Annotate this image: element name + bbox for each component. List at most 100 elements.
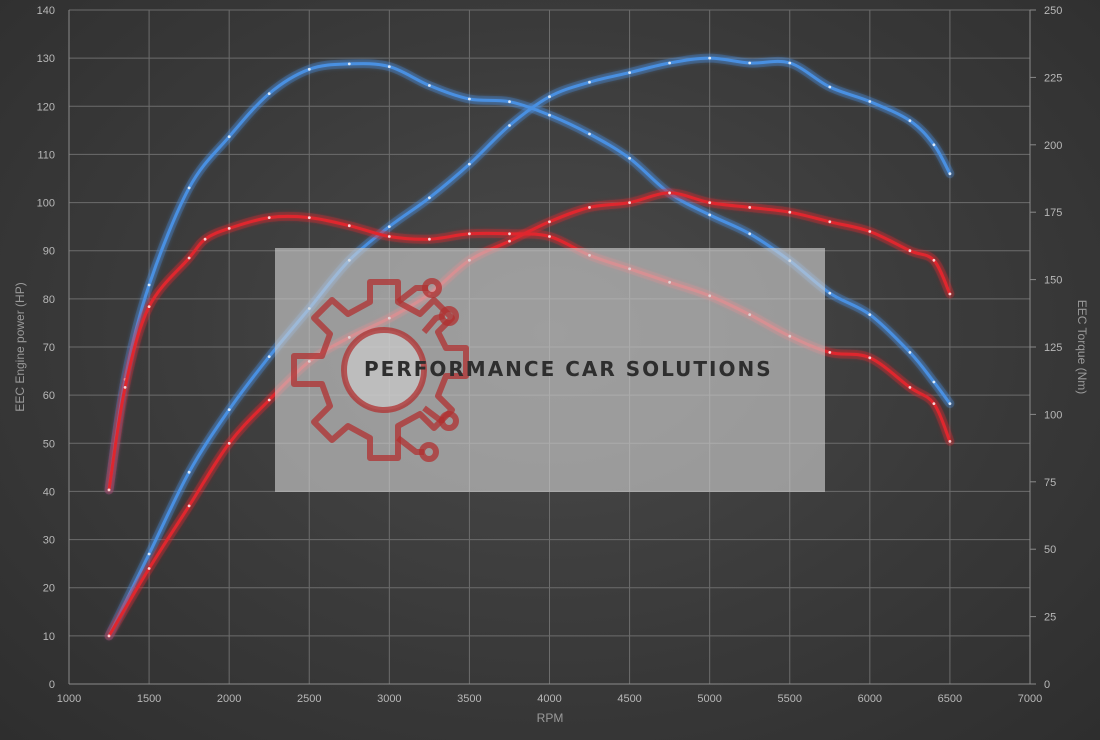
gear-circuit-icon [291, 278, 469, 462]
axis-titles: RPM EEC Engine power (HP) EEC Torque (Nm… [13, 282, 1089, 725]
data-point [932, 402, 936, 405]
x-tick-label: 1000 [57, 693, 81, 705]
data-point [147, 552, 151, 556]
data-point [748, 232, 752, 236]
data-point [203, 237, 207, 241]
y-left-tick-label: 80 [43, 294, 55, 306]
x-tick-label: 7000 [1018, 693, 1042, 705]
data-point [387, 235, 391, 238]
data-point [628, 201, 631, 205]
data-point [748, 61, 752, 65]
data-point [123, 386, 127, 389]
axes [68, 9, 1036, 685]
x-axis-title: RPM [537, 711, 564, 725]
data-point [588, 132, 591, 136]
data-point [948, 292, 952, 296]
y-left-tick-label: 30 [43, 535, 55, 547]
data-point [267, 92, 271, 95]
y-right-tick-label: 0 [1044, 679, 1050, 691]
series-tuned-right [104, 59, 955, 495]
y-left-axis-title: EEC Engine power (HP) [13, 282, 27, 411]
data-point [628, 71, 631, 74]
x-tick-label: 5500 [778, 693, 802, 705]
data-point [187, 186, 191, 190]
data-point [868, 100, 872, 103]
watermark: PERFORMANCE CAR SOLUTIONS [275, 248, 825, 492]
x-tick-label: 6000 [858, 693, 882, 705]
data-point [948, 440, 952, 443]
x-tick-label: 3000 [377, 693, 401, 705]
data-point [107, 634, 111, 638]
data-point [387, 225, 391, 229]
x-tick-label: 5000 [697, 693, 721, 705]
data-point [187, 504, 191, 508]
data-point [868, 313, 872, 316]
y-left-tick-label: 0 [49, 679, 55, 691]
y-right-tick-label: 225 [1044, 72, 1062, 84]
data-point [428, 84, 431, 87]
y-right-tick-label: 175 [1044, 207, 1062, 219]
data-point [932, 143, 936, 147]
y-left-tick-label: 70 [43, 342, 55, 354]
y-left-tick-label: 140 [37, 5, 55, 17]
data-point [147, 305, 151, 308]
series [104, 53, 955, 641]
y-right-tick-label: 50 [1044, 544, 1056, 556]
data-point [828, 351, 832, 354]
data-point [468, 162, 471, 166]
data-point [227, 135, 231, 139]
y-left-tick-label: 10 [43, 631, 55, 643]
data-point [668, 191, 671, 195]
series-tuned-left-line [107, 56, 952, 638]
x-tick-label: 2000 [217, 693, 241, 705]
y-left-tick-label: 50 [43, 438, 55, 450]
data-point [908, 386, 912, 389]
y-right-tick-label: 150 [1044, 275, 1062, 287]
tick-labels: 1000 1500 2000 2500 3000 3500 4000 4500 5000 5500… [37, 5, 1063, 705]
data-point [788, 210, 792, 214]
series-stock-right [104, 211, 955, 495]
y-right-tick-label: 100 [1044, 409, 1062, 421]
data-point [788, 61, 792, 65]
series-stock-left-line [107, 191, 952, 638]
y-left-tick-label: 40 [43, 486, 55, 498]
data-point [908, 249, 912, 253]
data-point [868, 356, 872, 360]
data-point [508, 239, 511, 243]
data-point [508, 232, 511, 236]
data-point [948, 172, 952, 176]
data-point [548, 113, 551, 117]
data-point [347, 62, 351, 66]
data-point [107, 488, 111, 492]
data-point [267, 398, 271, 402]
data-point [828, 85, 832, 89]
data-point [187, 470, 191, 474]
data-point [948, 402, 952, 405]
data-point [267, 216, 271, 220]
data-point [147, 283, 151, 287]
data-point [227, 227, 231, 230]
x-tick-label: 1500 [137, 693, 161, 705]
data-point [468, 97, 471, 101]
data-point [227, 441, 231, 445]
x-tick-label: 3500 [457, 693, 481, 705]
y-right-axis-title: EEC Torque (Nm) [1075, 300, 1089, 394]
data-point [708, 213, 712, 217]
data-point [267, 355, 271, 358]
y-left-tick-label: 60 [43, 390, 55, 402]
data-point [908, 119, 912, 123]
y-left-tick-label: 120 [37, 101, 55, 113]
y-right-tick-label: 75 [1044, 477, 1056, 489]
x-tick-label: 4000 [537, 693, 561, 705]
data-point [307, 216, 311, 220]
data-point [428, 237, 431, 241]
data-point [708, 201, 712, 205]
data-point [147, 567, 151, 570]
data-point [548, 235, 551, 238]
data-point [908, 351, 912, 354]
data-point [187, 256, 191, 260]
y-left-tick-label: 110 [37, 149, 55, 161]
data-point [548, 95, 551, 99]
data-point [668, 61, 671, 65]
